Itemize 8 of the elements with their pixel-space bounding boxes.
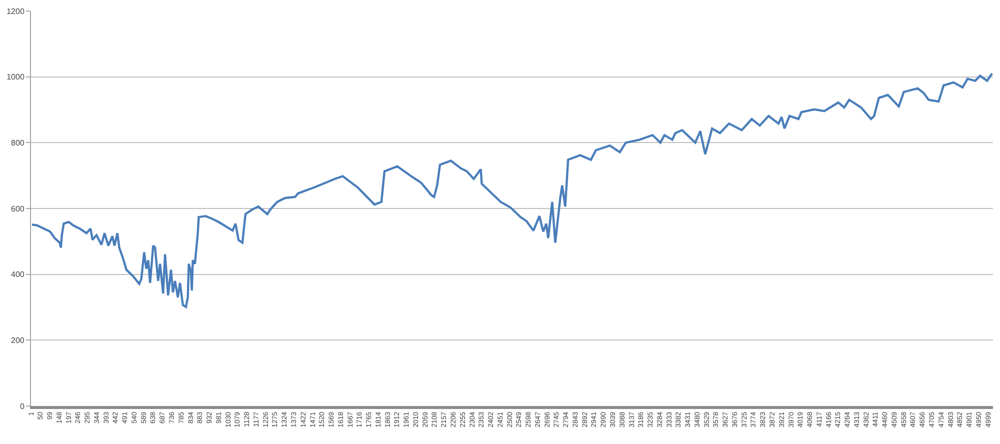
y-tick-label: 1000 — [6, 72, 25, 82]
y-tick-label: 1200 — [6, 6, 25, 16]
y-tick-label: 800 — [11, 138, 25, 148]
line-series — [31, 72, 993, 308]
y-tick-label: 200 — [11, 336, 25, 345]
y-tick-label: 0 — [20, 402, 25, 411]
y-tick-label: 600 — [11, 204, 25, 214]
y-tick-label: 400 — [11, 270, 25, 280]
